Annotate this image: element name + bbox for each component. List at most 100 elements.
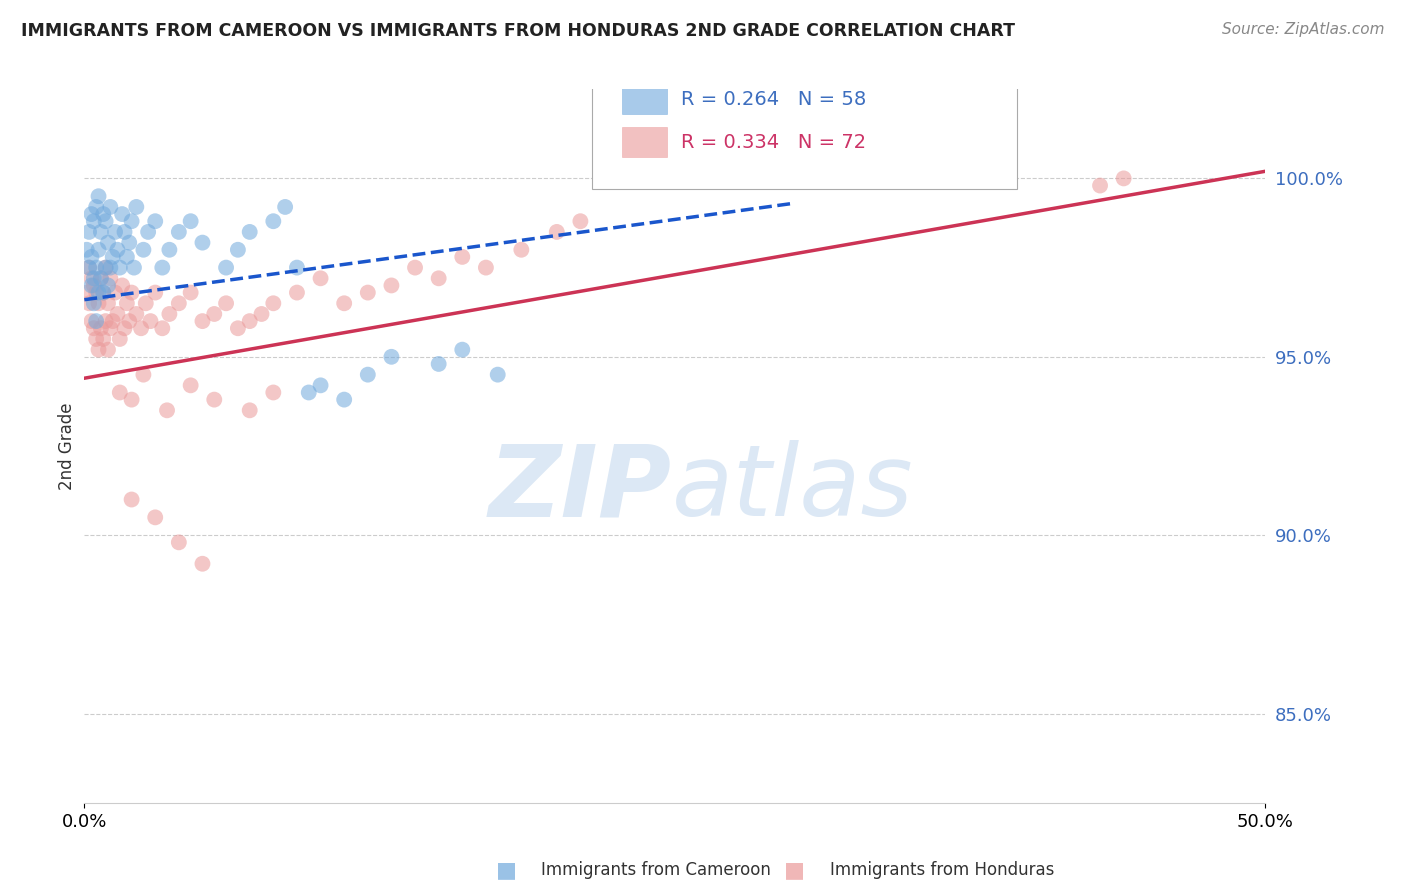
Text: R = 0.334   N = 72: R = 0.334 N = 72 [681,133,866,152]
Point [157,243,180,257]
Point [239,403,262,417]
Point [180,214,202,228]
Point [97,235,120,250]
Point [167,535,190,549]
Point [357,368,380,382]
Y-axis label: 2nd Grade: 2nd Grade [58,402,76,490]
Point [83,214,105,228]
Point [83,296,105,310]
Point [167,225,190,239]
Point [239,314,262,328]
Point [98,260,121,275]
Point [191,314,214,328]
Point [84,260,107,275]
Point [380,278,402,293]
Point [94,214,117,228]
Point [94,260,117,275]
Point [167,296,190,310]
Point [180,285,202,300]
Point [87,189,110,203]
Point [115,250,138,264]
Point [239,225,262,239]
Point [125,200,148,214]
Point [108,260,131,275]
Text: ■: ■ [496,860,516,880]
Point [97,278,120,293]
FancyBboxPatch shape [621,84,666,114]
Point [107,307,129,321]
Point [87,285,110,300]
Point [357,285,380,300]
Point [150,321,173,335]
Text: IMMIGRANTS FROM CAMEROON VS IMMIGRANTS FROM HONDURAS 2ND GRADE CORRELATION CHART: IMMIGRANTS FROM CAMEROON VS IMMIGRANTS F… [21,22,1015,40]
Point [191,557,214,571]
Point [101,314,124,328]
Point [285,260,308,275]
Text: ZIP: ZIP [489,441,672,537]
Point [132,368,155,382]
Point [80,278,103,293]
Point [125,307,148,321]
Point [118,314,141,328]
Point [83,278,105,293]
Point [87,243,110,257]
Point [111,207,134,221]
FancyBboxPatch shape [621,127,666,157]
Text: R = 0.264   N = 58: R = 0.264 N = 58 [681,90,866,109]
Point [90,271,112,285]
Point [77,260,100,275]
Point [121,214,143,228]
Point [132,243,155,257]
Point [84,200,107,214]
Point [333,392,356,407]
Point [451,250,474,264]
Point [91,207,114,221]
Point [215,296,238,310]
Point [262,385,284,400]
Point [90,225,112,239]
Point [104,285,127,300]
Point [97,296,120,310]
Point [427,271,450,285]
Point [380,350,402,364]
Point [84,332,107,346]
Point [143,510,166,524]
Point [262,214,284,228]
Point [180,378,202,392]
Point [77,260,100,275]
Point [80,250,103,264]
Point [129,321,152,335]
Text: atlas: atlas [672,441,914,537]
Point [91,285,114,300]
Point [77,296,100,310]
Point [333,296,356,310]
Point [107,243,129,257]
Point [80,314,103,328]
Point [1112,171,1135,186]
Point [215,260,238,275]
Point [91,285,114,300]
Point [135,296,157,310]
Point [115,296,138,310]
Point [202,307,225,321]
Point [156,403,179,417]
Point [97,343,120,357]
Point [121,285,143,300]
Point [84,285,107,300]
Point [262,296,284,310]
Point [404,260,426,275]
Text: Immigrants from Cameroon: Immigrants from Cameroon [541,861,770,879]
Point [451,343,474,357]
Point [108,332,131,346]
Point [226,243,249,257]
Point [226,321,249,335]
Text: Source: ZipAtlas.com: Source: ZipAtlas.com [1222,22,1385,37]
Text: ■: ■ [785,860,804,880]
Point [250,307,273,321]
Point [546,225,568,239]
Point [118,235,141,250]
Point [76,285,98,300]
Point [139,314,162,328]
Point [90,321,112,335]
Text: Immigrants from Honduras: Immigrants from Honduras [830,861,1054,879]
